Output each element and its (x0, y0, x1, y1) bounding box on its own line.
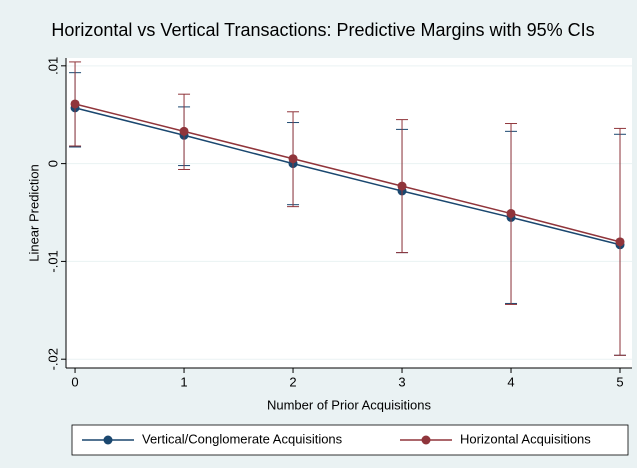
legend-marker (421, 435, 431, 445)
x-tick-label: 5 (616, 374, 623, 389)
legend-label: Vertical/Conglomerate Acquisitions (142, 431, 343, 446)
legend (71, 424, 629, 456)
series-line (74, 103, 621, 243)
marker (397, 181, 407, 191)
legend-label: Horizontal Acquisitions (460, 431, 591, 446)
chart-title: Horizontal vs Vertical Transactions: Pre… (51, 20, 594, 40)
x-tick-label: 4 (507, 374, 514, 389)
y-tick-label: 0 (45, 160, 60, 167)
marker (70, 99, 80, 109)
y-tick-label: -.01 (45, 250, 60, 272)
legend-marker (103, 435, 113, 445)
x-axis-title: Number of Prior Acquisitions (267, 397, 432, 412)
plot-area (66, 58, 632, 368)
x-tick-label: 0 (71, 374, 78, 389)
y-tick-label: .01 (45, 57, 60, 75)
x-tick-label: 1 (180, 374, 187, 389)
marker (179, 126, 189, 136)
marker (615, 237, 625, 247)
y-axis-title: Linear Prediction (26, 164, 41, 262)
x-tick-label: 2 (289, 374, 296, 389)
marker (506, 208, 516, 218)
marker (288, 154, 298, 164)
x-tick-label: 3 (398, 374, 405, 389)
series-line (74, 107, 621, 246)
y-tick-label: -.02 (45, 348, 60, 370)
